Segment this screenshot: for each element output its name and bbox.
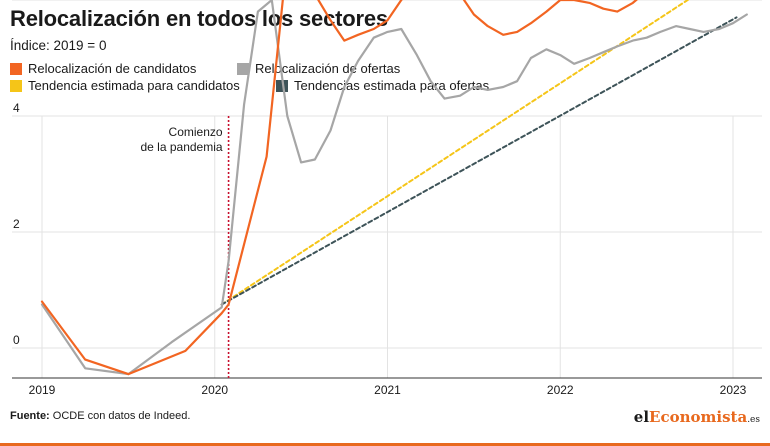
source-note: Fuente: OCDE con datos de Indeed. — [10, 410, 190, 422]
brand-bar — [0, 443, 770, 446]
x-tick-label-2019: 2019 — [29, 383, 56, 397]
legend-label-tendencia-candidatos: Tendencia estimada para candidatos — [28, 78, 240, 93]
legend-swatch-candidatos — [10, 62, 22, 75]
legend-swatch-ofertas — [237, 62, 249, 75]
x-tick-label-2021: 2021 — [374, 383, 401, 397]
legend-item-ofertas: Relocalización de ofertas — [237, 61, 400, 76]
legend-swatch-tendencia-ofertas — [276, 79, 288, 92]
series-tendencia-ofertas — [220, 16, 738, 306]
source-label: Fuente: — [10, 410, 50, 422]
y-tick-label-0: 0 — [13, 333, 20, 347]
logo-accent: Economista — [649, 408, 748, 426]
logo-tld: .es — [747, 415, 760, 425]
series-ofertas — [40, 0, 748, 376]
legend-item-candidatos: Relocalización de candidatos — [10, 61, 196, 76]
series-tendencia-candidatos — [220, 0, 690, 306]
x-tick-label-2020: 2020 — [201, 383, 228, 397]
legend-swatch-tendencia-candidatos — [10, 79, 22, 92]
logo-prefix: el — [633, 408, 650, 426]
y-tick-label-4: 4 — [13, 101, 20, 115]
legend-label-ofertas: Relocalización de ofertas — [255, 61, 401, 76]
annotation-line-2: de la pandemia — [141, 140, 223, 154]
brand-logo: elEconomista.es — [634, 408, 760, 426]
x-tick-label-2022: 2022 — [547, 383, 574, 397]
legend-item-tendencia-candidatos: Tendencia estimada para candidatos — [10, 78, 240, 93]
y-tick-label-2: 2 — [13, 217, 20, 231]
chart-subtitle: Índice: 2019 = 0 — [10, 38, 107, 53]
annotation-line-1: Comienzo — [169, 125, 223, 139]
series-candidatos — [40, 0, 638, 376]
legend-label-candidatos: Relocalización de candidatos — [28, 61, 197, 76]
x-tick-label-2023: 2023 — [720, 383, 747, 397]
source-text: OCDE con datos de Indeed. — [49, 410, 191, 422]
